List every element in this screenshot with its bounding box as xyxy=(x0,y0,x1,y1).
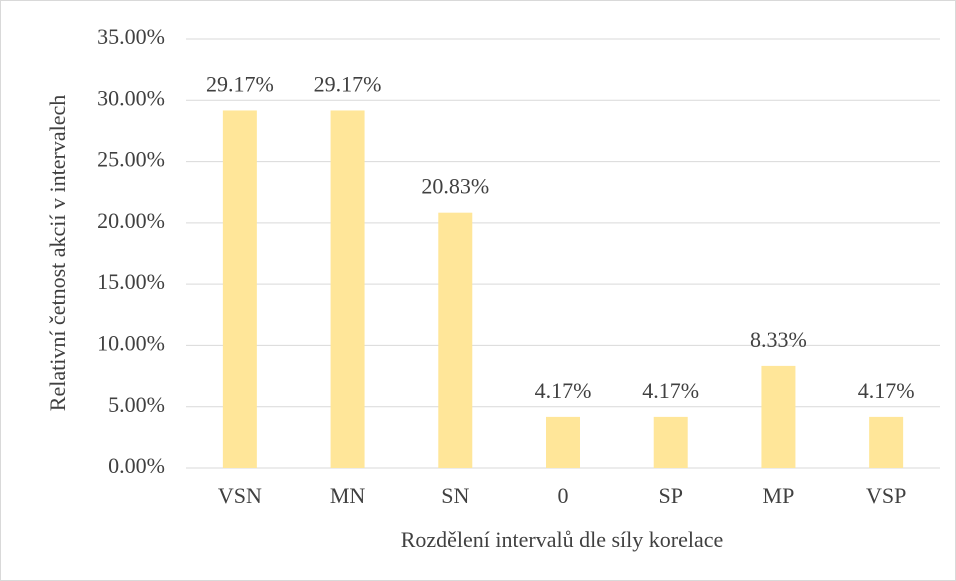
y-tick-label: 30.00% xyxy=(97,85,165,110)
y-axis-label: Relativní četnost akcií v intervalech xyxy=(45,95,70,411)
data-label: 4.17% xyxy=(642,378,699,403)
data-label: 29.17% xyxy=(206,72,274,97)
data-label: 20.83% xyxy=(421,174,489,199)
x-tick-label: SN xyxy=(441,483,469,508)
x-tick-label: MP xyxy=(763,483,795,508)
y-tick-label: 15.00% xyxy=(97,269,165,294)
x-tick-label: SP xyxy=(658,483,682,508)
y-tick-label: 20.00% xyxy=(97,208,165,233)
bar xyxy=(869,416,904,468)
data-label: 8.33% xyxy=(750,327,807,352)
bar xyxy=(222,110,257,469)
bar xyxy=(438,212,473,468)
y-tick-label: 5.00% xyxy=(108,392,165,417)
y-tick-label: 0.00% xyxy=(108,453,165,478)
bar xyxy=(546,416,580,468)
data-label: 29.17% xyxy=(314,72,382,97)
bar xyxy=(330,110,365,469)
x-tick-label: VSP xyxy=(866,483,906,508)
x-tick-label: 0 xyxy=(558,483,569,508)
data-label: 4.17% xyxy=(535,378,592,403)
data-label: 4.17% xyxy=(858,378,915,403)
bar xyxy=(653,416,688,468)
x-axis-label: Rozdělení intervalů dle síly korelace xyxy=(401,527,724,552)
y-tick-label: 25.00% xyxy=(97,147,165,172)
x-tick-label: MN xyxy=(330,483,366,508)
y-tick-label: 35.00% xyxy=(97,24,165,49)
x-tick-label: VSN xyxy=(218,483,262,508)
bar xyxy=(761,365,796,468)
y-tick-label: 10.00% xyxy=(97,330,165,355)
